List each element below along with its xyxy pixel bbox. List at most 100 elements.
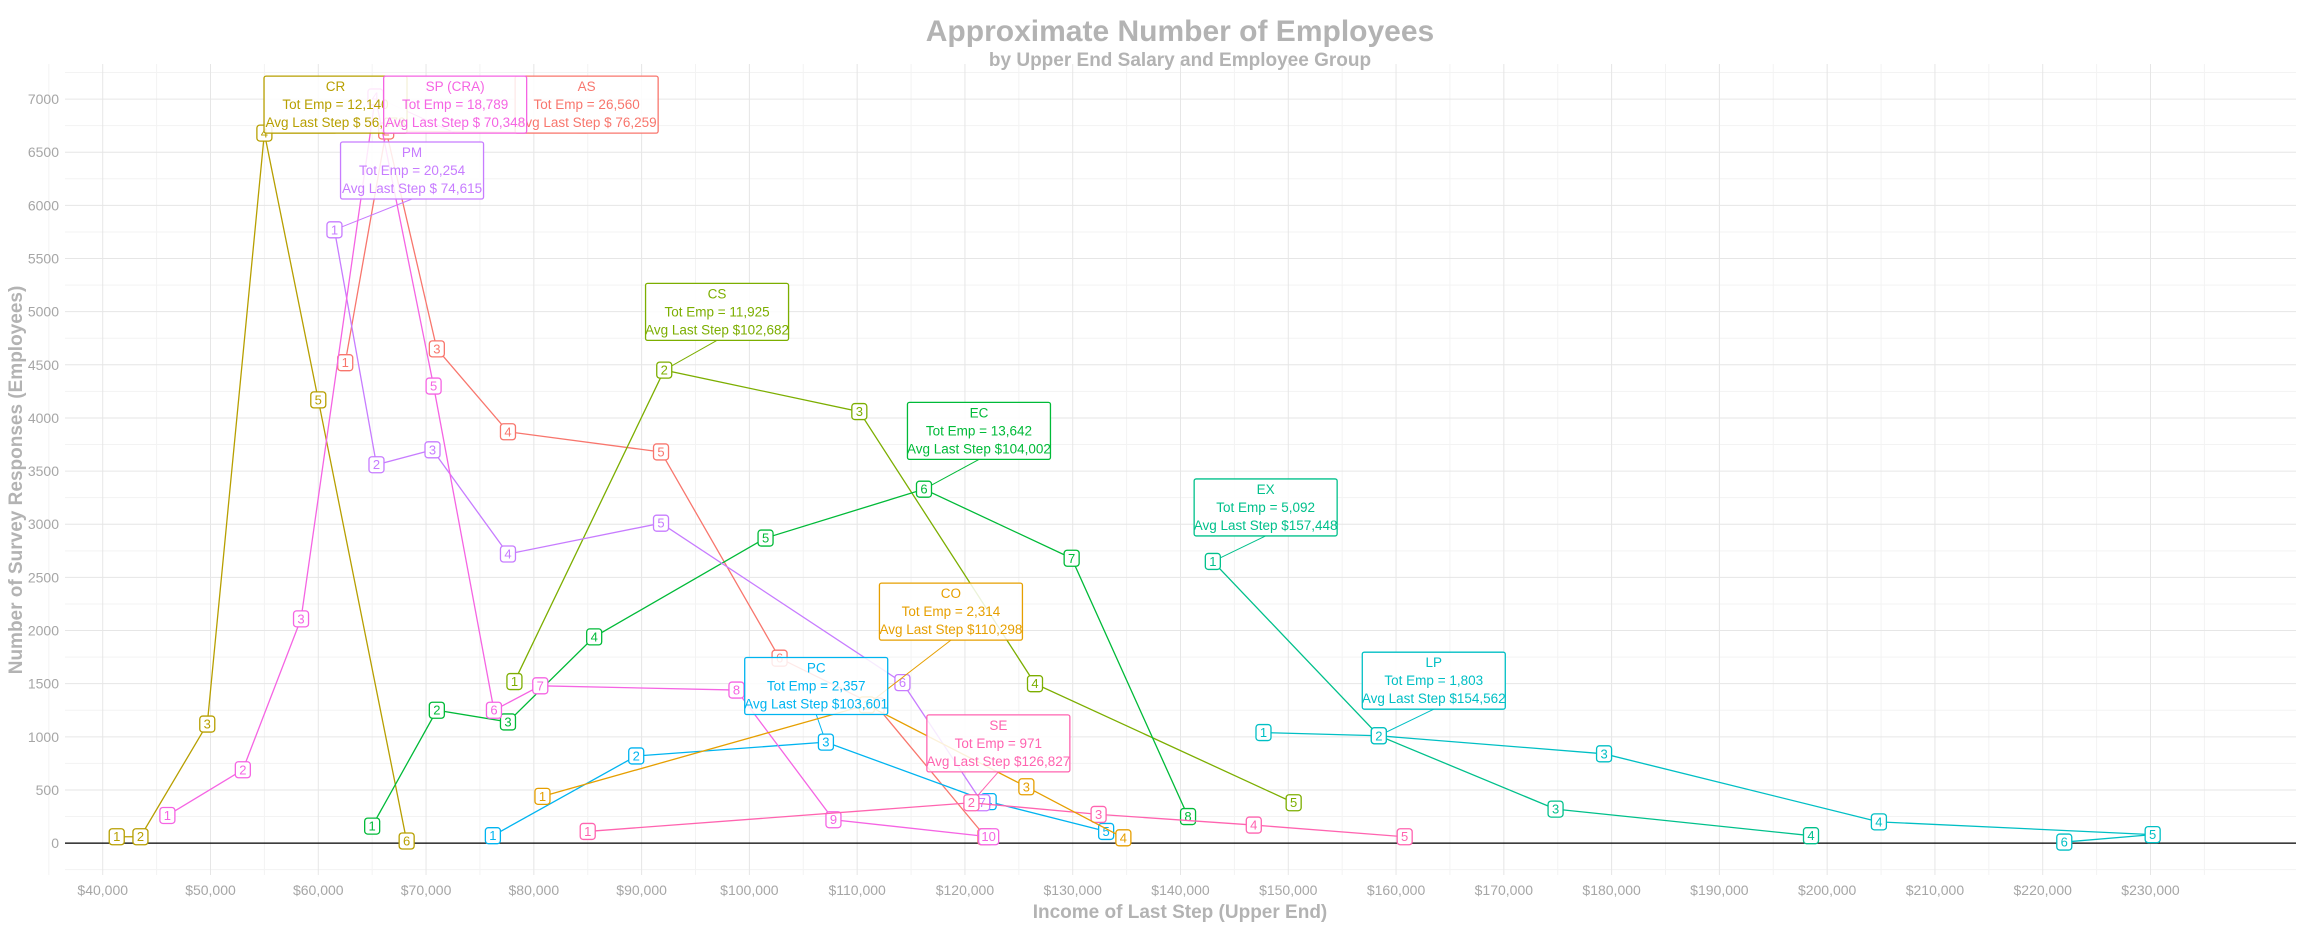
x-tick-label: $190,000	[1690, 882, 1749, 898]
annotation-connector	[923, 458, 980, 490]
y-tick-label: 500	[36, 782, 60, 798]
data-point: 1	[326, 221, 343, 239]
annotation-box: LP Tot Emp = 1,803 Avg Last Step $154,562	[1361, 651, 1506, 710]
data-point-label: 5	[1290, 795, 1297, 810]
chart-subtitle: by Upper End Salary and Employee Group	[989, 50, 1371, 71]
data-point-label: 1	[342, 355, 349, 370]
data-point: 6	[2056, 833, 2073, 851]
data-point-label: 3	[504, 714, 511, 729]
data-point: 7	[1063, 549, 1080, 567]
data-point-marker	[132, 828, 149, 846]
data-point-marker	[499, 713, 517, 731]
annotation-frame	[744, 656, 889, 716]
data-point-marker	[484, 827, 502, 845]
y-tick-label: 5500	[28, 251, 59, 267]
annotation-box: AS Tot Emp = 26,560 Avg Last Step $ 76,259	[514, 75, 659, 134]
x-tick-label: $160,000	[1367, 882, 1426, 898]
x-tick-label: $220,000	[2014, 882, 2073, 898]
series-ec: 1 2 3 4 5 6 7 8	[364, 458, 1197, 835]
data-point-marker	[2056, 833, 2073, 851]
data-point: 3	[499, 713, 517, 731]
data-point-label: 3	[1095, 807, 1102, 822]
data-point-label: 5	[430, 379, 437, 394]
data-point-label: 8	[733, 683, 740, 698]
data-point-marker	[398, 832, 415, 850]
annotation-frame	[906, 401, 1052, 461]
data-point-label: 2	[1375, 728, 1382, 743]
series-line-as	[344, 130, 986, 838]
data-point-label: 4	[1120, 830, 1127, 845]
data-point-label: 4	[1807, 828, 1814, 843]
data-point: 6	[398, 832, 415, 850]
data-point-label: 6	[899, 675, 906, 690]
x-tick-label: $210,000	[1906, 882, 1965, 898]
annotation-text: Avg Last Step $ 56,078	[265, 115, 405, 130]
annotation-frame	[926, 714, 1071, 773]
data-point: 2	[963, 794, 980, 812]
annotation-text: EC	[970, 405, 989, 420]
y-tick-label: 0	[51, 835, 59, 851]
data-point-label: 7	[1068, 551, 1075, 566]
annotation-box: CS Tot Emp = 11,925 Avg Last Step $102,682	[644, 282, 790, 342]
data-point-label: 3	[1552, 802, 1559, 817]
x-tick-label: $150,000	[1259, 882, 1318, 898]
y-tick-label: 1000	[28, 729, 59, 745]
data-point: 3	[199, 715, 216, 733]
annotation-text: Avg Last Step $104,002	[907, 441, 1051, 456]
annotation-connector	[1212, 535, 1266, 562]
data-point: 1	[337, 354, 354, 372]
data-point: 5	[425, 377, 442, 395]
data-point: 4	[499, 545, 517, 563]
data-point-marker	[1204, 552, 1221, 571]
x-tick-label: $60,000	[293, 882, 344, 898]
y-tick-label: 1500	[28, 676, 59, 692]
data-point-marker	[1396, 828, 1413, 846]
data-point-marker	[978, 828, 1000, 846]
y-tick-label: 7000	[28, 91, 59, 107]
data-point: 2	[368, 456, 385, 474]
data-point: 6	[915, 480, 933, 498]
data-point-marker	[728, 681, 745, 699]
data-point: 3	[1018, 778, 1035, 796]
data-point: 2	[234, 761, 251, 779]
data-point-label: 3	[1600, 746, 1607, 761]
data-point-label: 1	[539, 789, 546, 804]
data-point: 6	[894, 673, 911, 692]
data-point: 5	[652, 443, 670, 461]
y-tick-label: 2500	[28, 569, 59, 585]
data-point-label: 5	[1401, 829, 1408, 844]
annotation-text: Tot Emp = 12,140	[282, 97, 388, 112]
data-point: 4	[1115, 829, 1132, 847]
data-point: 4	[1802, 827, 1820, 845]
annotation-text: Tot Emp = 2,357	[767, 679, 866, 694]
annotation-text: Tot Emp = 2,314	[902, 604, 1001, 619]
data-point-label: 3	[822, 735, 829, 750]
data-point-label: 1	[511, 674, 518, 689]
series-lp: 1 2 3 4 5 6	[1255, 708, 2161, 851]
x-tick-label: $230,000	[2121, 882, 2180, 898]
data-point-label: 2	[433, 703, 440, 718]
y-tick-label: 4000	[28, 410, 59, 426]
data-point-label: 3	[433, 341, 440, 356]
annotation-box: EX Tot Emp = 5,092 Avg Last Step $157,448	[1193, 478, 1338, 537]
annotation-text: PM	[402, 145, 422, 160]
data-point-marker	[1370, 727, 1387, 745]
annotation-text: SP (CRA)	[426, 79, 485, 94]
data-point: 3	[1595, 745, 1613, 763]
x-tick-label: $70,000	[401, 882, 452, 898]
x-tick-label: $120,000	[936, 882, 995, 898]
series-line-sp-cra	[167, 96, 989, 838]
data-point-label: 3	[204, 717, 211, 732]
data-point: 1	[534, 787, 551, 805]
data-point-label: 1	[1209, 554, 1216, 569]
data-point-marker	[894, 673, 911, 692]
data-point-label: 6	[2061, 835, 2068, 850]
annotation-box: CR Tot Emp = 12,140 Avg Last Step $ 56,078	[263, 75, 408, 134]
annotation-text: Avg Last Step $ 76,259	[517, 115, 657, 130]
data-point-label: 5	[315, 392, 322, 407]
annotation-box: CO Tot Emp = 2,314 Avg Last Step $110,298	[878, 582, 1024, 641]
data-point-label: 8	[1184, 809, 1191, 824]
data-point: 9	[825, 811, 842, 829]
annotation-text: Tot Emp = 18,789	[402, 97, 508, 112]
